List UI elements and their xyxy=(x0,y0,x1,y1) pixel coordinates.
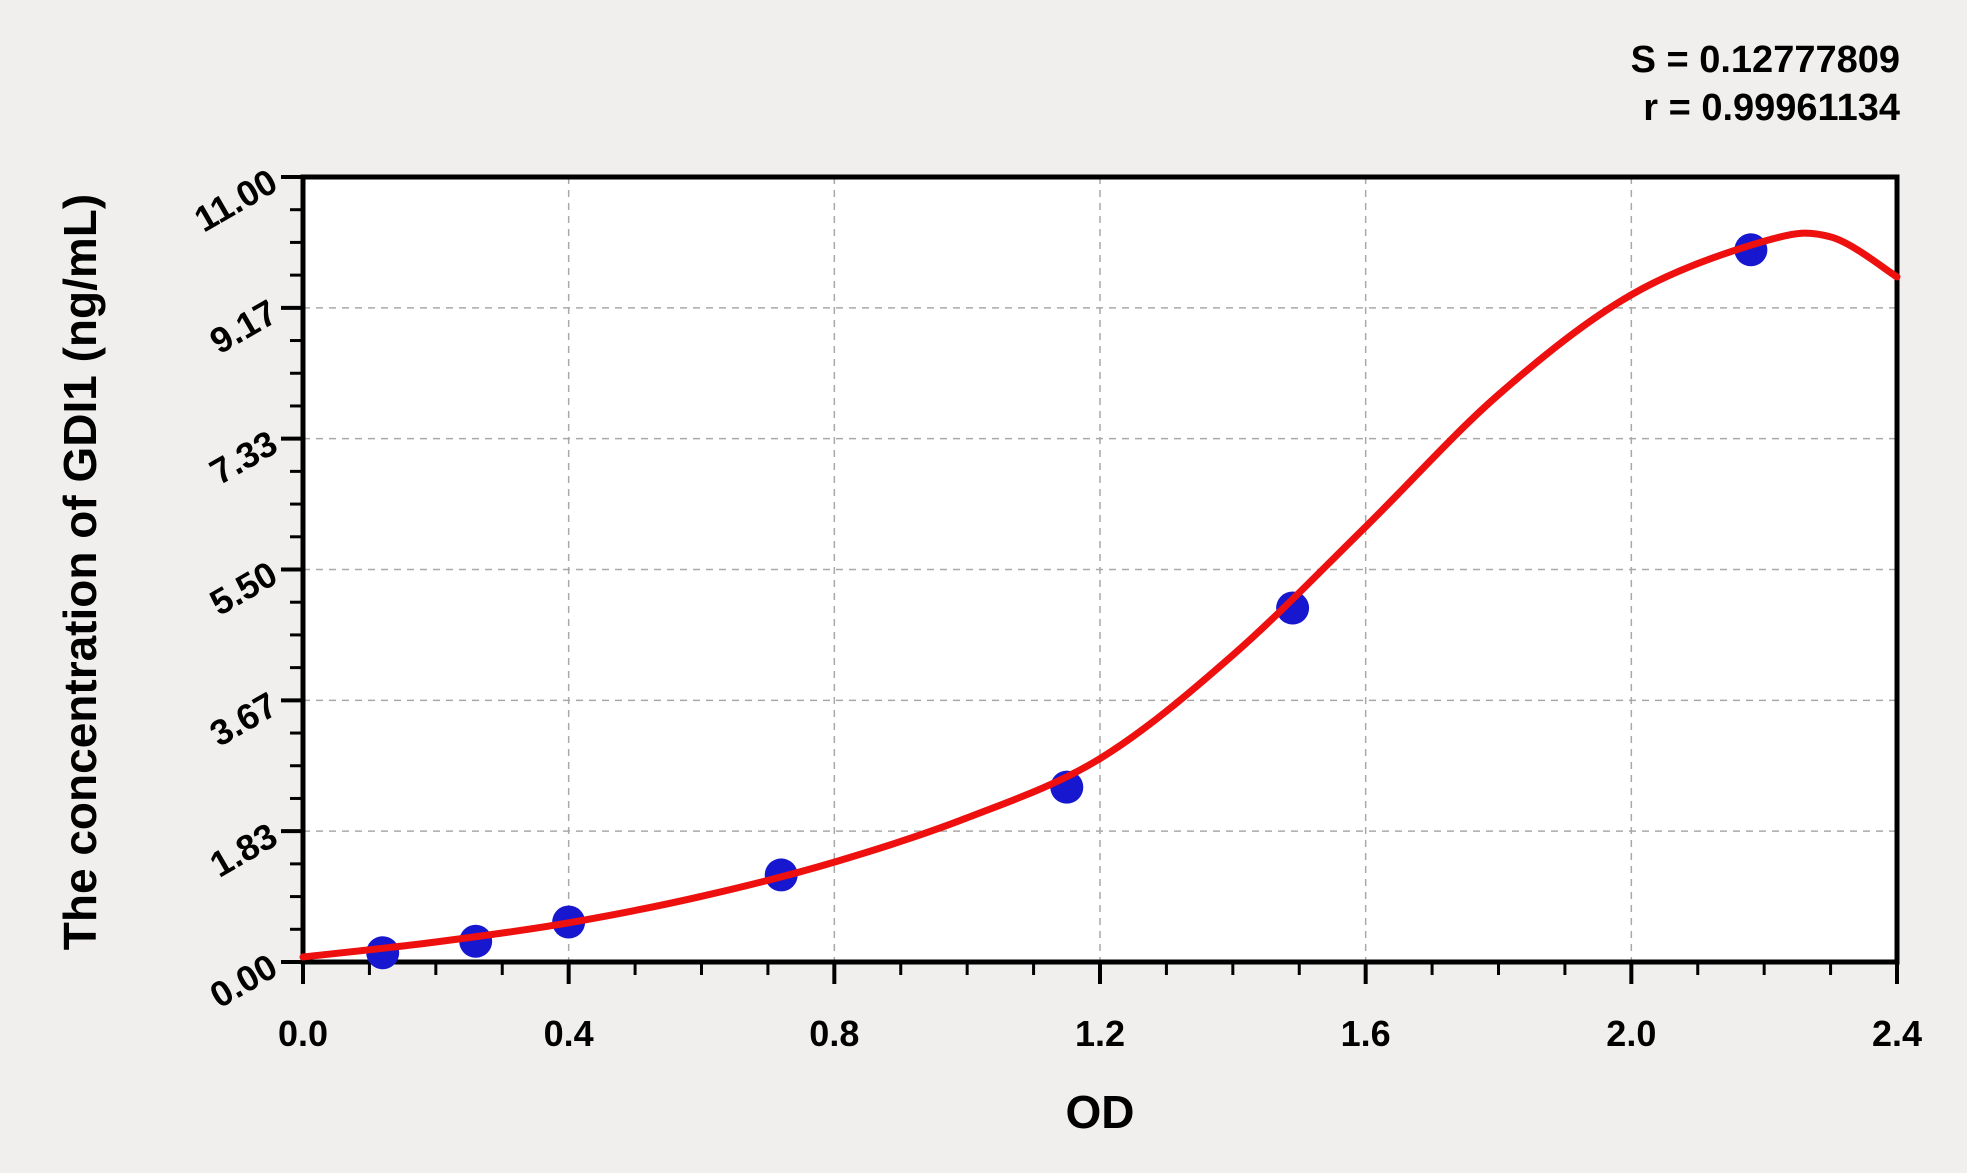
s-value: S = 0.12777809 xyxy=(1630,39,1900,81)
fit-statistics: S = 0.12777809 r = 0.99961134 xyxy=(1631,36,1900,132)
x-tick-label: 2.0 xyxy=(1606,1013,1656,1054)
y-tick-label: 5.50 xyxy=(203,553,284,624)
y-tick-label: 11.00 xyxy=(187,160,284,240)
x-tick-label: 1.2 xyxy=(1075,1013,1125,1054)
x-tick-label: 0.0 xyxy=(278,1013,328,1054)
y-tick-label: 9.17 xyxy=(203,291,284,362)
plot-border xyxy=(300,174,1900,965)
r-value: r = 0.99961134 xyxy=(1643,87,1900,129)
x-tick-label: 0.4 xyxy=(544,1013,594,1054)
data-point xyxy=(1276,591,1310,625)
y-tick-label: 1.83 xyxy=(203,815,284,886)
fit-curve xyxy=(299,229,1901,961)
x-tick-label: 2.4 xyxy=(1872,1013,1922,1054)
y-tick-label: 3.67 xyxy=(203,684,284,755)
y-tick-label: 0.00 xyxy=(203,945,284,1016)
x-axis-title: OD xyxy=(1065,1086,1135,1138)
x-tick-label: 0.8 xyxy=(809,1013,859,1054)
x-tick-label: 1.6 xyxy=(1341,1013,1391,1054)
y-axis-title: The concentration of GDI1 (ng/mL) xyxy=(54,193,106,951)
y-tick-label: 7.33 xyxy=(203,422,284,493)
